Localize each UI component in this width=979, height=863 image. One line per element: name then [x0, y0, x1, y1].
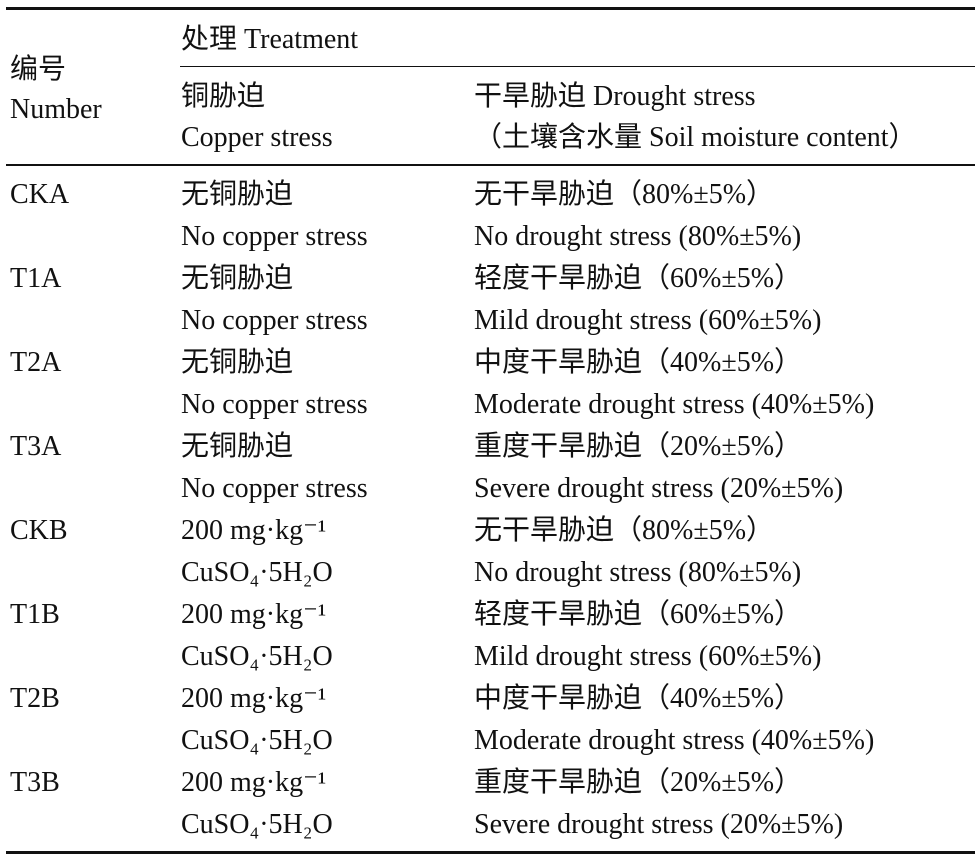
- row-number: T2B: [10, 683, 60, 714]
- top-rule: [6, 7, 975, 10]
- drought-en: Mild drought stress (60%±5%): [474, 305, 822, 336]
- copper-zh: 200 mg·kg⁻¹: [181, 683, 327, 714]
- copper-zh: 无铜胁迫: [181, 263, 294, 294]
- drought-zh: 轻度干旱胁迫（60%±5%）: [474, 263, 803, 294]
- drought-zh: 轻度干旱胁迫（60%±5%）: [474, 599, 803, 630]
- row-number: T1B: [10, 599, 60, 630]
- header-treatment: 处理 Treatment: [181, 24, 359, 55]
- copper-zh: 无铜胁迫: [181, 431, 294, 462]
- copper-zh: 200 mg·kg⁻¹: [181, 515, 327, 546]
- drought-zh: 中度干旱胁迫（40%±5%）: [474, 683, 803, 714]
- header-copper-en: Copper stress: [181, 122, 333, 153]
- row-number: T2A: [10, 347, 62, 378]
- copper-zh: 无铜胁迫: [181, 347, 294, 378]
- copper-en: No copper stress: [181, 473, 368, 504]
- row-number: CKA: [10, 179, 70, 210]
- header-drought: 干旱胁迫 Drought stress: [474, 81, 756, 112]
- copper-en: CuSO₄·5H₂O: [181, 725, 333, 756]
- drought-zh: 无干旱胁迫（80%±5%）: [474, 179, 775, 210]
- copper-en: CuSO₄·5H₂O: [181, 641, 333, 672]
- header-number-en: Number: [10, 94, 102, 125]
- header-moisture: （土壤含水量 Soil moisture content）: [474, 122, 917, 153]
- drought-en: Severe drought stress (20%±5%): [474, 473, 844, 504]
- drought-en: Moderate drought stress (40%±5%): [474, 389, 875, 420]
- header-rule: [6, 164, 975, 166]
- copper-zh: 200 mg·kg⁻¹: [181, 599, 327, 630]
- row-number: T3B: [10, 767, 60, 798]
- header-number-zh: 编号: [10, 54, 67, 85]
- copper-en: No copper stress: [181, 221, 368, 252]
- drought-zh: 重度干旱胁迫（20%±5%）: [474, 767, 803, 798]
- drought-en: Moderate drought stress (40%±5%): [474, 725, 875, 756]
- drought-zh: 无干旱胁迫（80%±5%）: [474, 515, 775, 546]
- sub-rule: [180, 66, 975, 67]
- copper-zh: 无铜胁迫: [181, 179, 294, 210]
- drought-en: Severe drought stress (20%±5%): [474, 809, 844, 840]
- header-copper-zh: 铜胁迫: [181, 81, 266, 112]
- row-number: T1A: [10, 263, 62, 294]
- drought-en: No drought stress (80%±5%): [474, 221, 802, 252]
- row-number: T3A: [10, 431, 62, 462]
- copper-en: No copper stress: [181, 389, 368, 420]
- bottom-rule: [6, 851, 975, 854]
- row-number: CKB: [10, 515, 68, 546]
- copper-en: CuSO₄·5H₂O: [181, 557, 333, 588]
- drought-en: No drought stress (80%±5%): [474, 557, 802, 588]
- drought-zh: 中度干旱胁迫（40%±5%）: [474, 347, 803, 378]
- copper-zh: 200 mg·kg⁻¹: [181, 767, 327, 798]
- copper-en: CuSO₄·5H₂O: [181, 809, 333, 840]
- drought-zh: 重度干旱胁迫（20%±5%）: [474, 431, 803, 462]
- drought-en: Mild drought stress (60%±5%): [474, 641, 822, 672]
- copper-en: No copper stress: [181, 305, 368, 336]
